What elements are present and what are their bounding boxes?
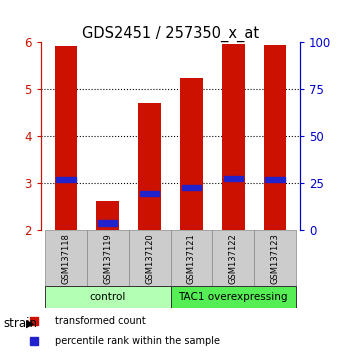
Text: TAC1 overexpressing: TAC1 overexpressing	[178, 292, 288, 302]
Text: GSM137121: GSM137121	[187, 233, 196, 284]
Text: transformed count: transformed count	[55, 316, 145, 326]
Bar	[212, 230, 254, 286]
Text: GSM137119: GSM137119	[103, 233, 112, 284]
Text: percentile rank within the sample: percentile rank within the sample	[55, 336, 220, 346]
Bar	[170, 286, 296, 308]
Bar	[87, 230, 129, 286]
Bar	[45, 230, 87, 286]
Bar	[264, 45, 286, 230]
Bar	[140, 191, 159, 196]
Bar	[265, 177, 285, 183]
Text: control: control	[90, 292, 126, 302]
Bar	[170, 230, 212, 286]
Bar	[224, 176, 243, 181]
Bar	[138, 103, 161, 230]
Text: strain: strain	[3, 318, 38, 330]
Bar	[98, 221, 117, 225]
Text: GSM137120: GSM137120	[145, 233, 154, 284]
Title: GDS2451 / 257350_x_at: GDS2451 / 257350_x_at	[82, 26, 259, 42]
Bar	[55, 46, 77, 230]
Text: ▶: ▶	[26, 319, 34, 329]
Bar	[96, 201, 119, 230]
Bar	[129, 230, 170, 286]
Bar	[182, 185, 201, 190]
Text: GSM137122: GSM137122	[229, 233, 238, 284]
Text: GSM137123: GSM137123	[270, 233, 280, 284]
Text: GSM137118: GSM137118	[61, 233, 71, 284]
Bar	[45, 286, 170, 308]
Bar	[56, 177, 76, 183]
Bar	[222, 44, 245, 230]
Bar	[254, 230, 296, 286]
Bar	[180, 78, 203, 230]
